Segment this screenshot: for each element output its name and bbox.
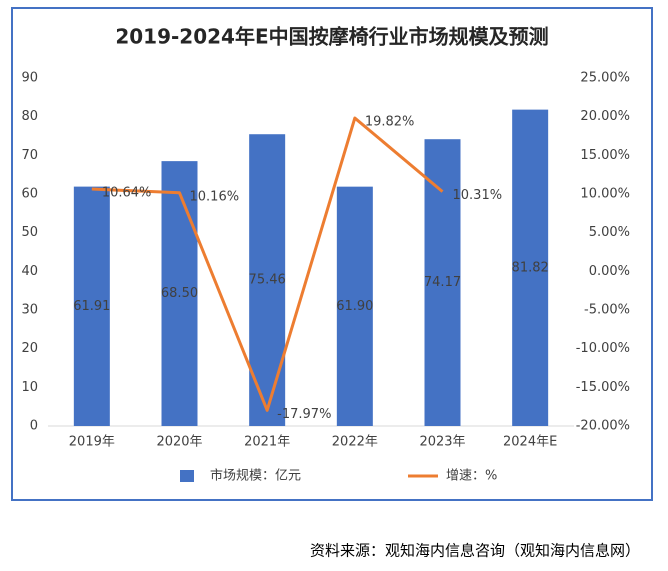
y-tick-label: 50 (21, 225, 38, 240)
y-tick-label: 70 (21, 148, 38, 163)
y2-tick-label: 25.00% (580, 71, 630, 86)
x-tick-label: 2021年 (244, 435, 290, 450)
bar (424, 139, 461, 426)
y2-tick-label: -5.00% (584, 303, 630, 318)
x-tick-label: 2023年 (419, 435, 465, 450)
y2-tick-label: 0.00% (589, 264, 630, 279)
bar (512, 109, 549, 426)
data-label: 19.82% (365, 115, 415, 130)
data-label: -17.97% (277, 407, 331, 422)
x-tick-label: 2024年E (503, 435, 557, 450)
y2-tick-label: -20.00% (576, 419, 630, 434)
x-tick-label: 2022年 (332, 435, 378, 450)
legend-label: 市场规模：亿元 (210, 468, 301, 484)
data-label: 81.82 (512, 260, 549, 275)
x-tick-label: 2019年 (69, 435, 115, 450)
y-tick-label: 0 (30, 419, 38, 434)
data-label: 75.46 (249, 273, 286, 288)
y-tick-label: 40 (21, 264, 38, 279)
legend-swatch (180, 470, 194, 482)
y2-tick-label: 15.00% (580, 148, 630, 163)
legend-label: 增速：% (446, 469, 497, 484)
bar (161, 161, 198, 426)
y-tick-label: 80 (21, 109, 38, 124)
y-tick-label: 90 (21, 71, 38, 86)
x-tick-label: 2020年 (156, 435, 202, 450)
y2-tick-label: 10.00% (580, 187, 630, 202)
source: 资料来源：观知海内信息咨询（观知海内信息网） (310, 542, 640, 560)
data-label: 10.64% (102, 186, 152, 201)
y-tick-label: 30 (21, 303, 38, 318)
data-label: 74.17 (424, 275, 461, 290)
y2-tick-label: -15.00% (576, 380, 630, 395)
y-tick-label: 20 (21, 341, 38, 356)
bar (73, 186, 110, 426)
y-tick-label: 10 (21, 380, 38, 395)
data-label: 10.16% (190, 189, 240, 204)
bar (336, 186, 373, 426)
y2-tick-label: 20.00% (580, 109, 630, 124)
data-label: 61.90 (336, 299, 373, 314)
y-tick-label: 60 (21, 187, 38, 202)
chart-title: 2019-2024年E中国按摩椅行业市场规模及预测 (115, 25, 548, 49)
y2-tick-label: -10.00% (576, 341, 630, 356)
y2-tick-label: 5.00% (589, 225, 630, 240)
data-label: 61.91 (73, 299, 110, 314)
data-label: 68.50 (161, 286, 198, 301)
line (91, 116, 444, 412)
data-label: 10.31% (453, 188, 503, 203)
